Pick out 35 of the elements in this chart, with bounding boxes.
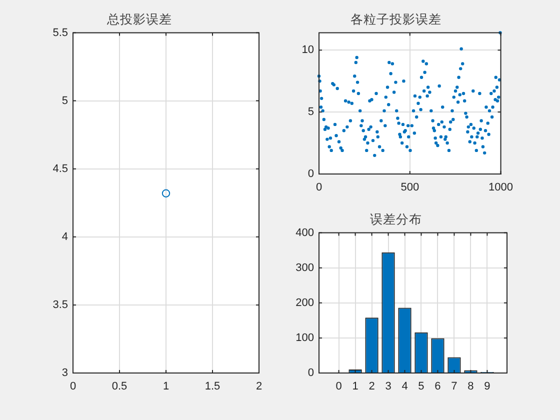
- x-tick-label: 9: [484, 380, 490, 393]
- x-tick-label: 5: [418, 380, 424, 393]
- y-tick-label: 3: [62, 367, 68, 380]
- y-tick-label: 4.5: [52, 162, 68, 175]
- y-tick-label: 200: [296, 296, 314, 309]
- y-tick-label: 3.5: [52, 298, 68, 311]
- y-tick-label: 5: [308, 106, 314, 118]
- x-tick-label: 0: [316, 182, 322, 194]
- x-tick-label: 0.5: [112, 380, 128, 393]
- y-tick-label: 400: [296, 226, 314, 239]
- y-tick-label: 100: [296, 332, 314, 344]
- x-tick-label: 4: [402, 380, 408, 393]
- x-tick-label: 0: [336, 380, 342, 393]
- chart-title: 总投影误差: [106, 12, 172, 26]
- x-tick-label: 2: [256, 380, 262, 393]
- chart-title: 误差分布: [370, 212, 422, 226]
- x-tick-label: 500: [400, 182, 420, 194]
- x-tick-label: 6: [434, 380, 441, 393]
- y-tick-label: 10: [302, 44, 314, 56]
- x-tick-label: 3: [385, 380, 392, 393]
- x-tick-label: 7: [451, 380, 458, 393]
- y-tick-label: 4: [62, 230, 68, 243]
- x-tick-label: 2: [368, 380, 375, 393]
- x-tick-label: 1.5: [204, 380, 220, 393]
- x-tick-label: 1: [162, 380, 170, 393]
- x-tick-label: 1000: [488, 182, 514, 194]
- x-tick-label: 1: [352, 380, 358, 393]
- y-tick-label: 0: [308, 168, 314, 180]
- chart-title: 各粒子投影误差: [350, 12, 442, 26]
- y-tick-label: 5.5: [52, 26, 68, 39]
- x-tick-label: 8: [468, 380, 474, 393]
- y-tick-label: 5: [62, 94, 68, 107]
- y-tick-label: 300: [296, 262, 314, 274]
- x-tick-label: 0: [70, 380, 76, 393]
- y-tick-label: 0: [308, 367, 314, 380]
